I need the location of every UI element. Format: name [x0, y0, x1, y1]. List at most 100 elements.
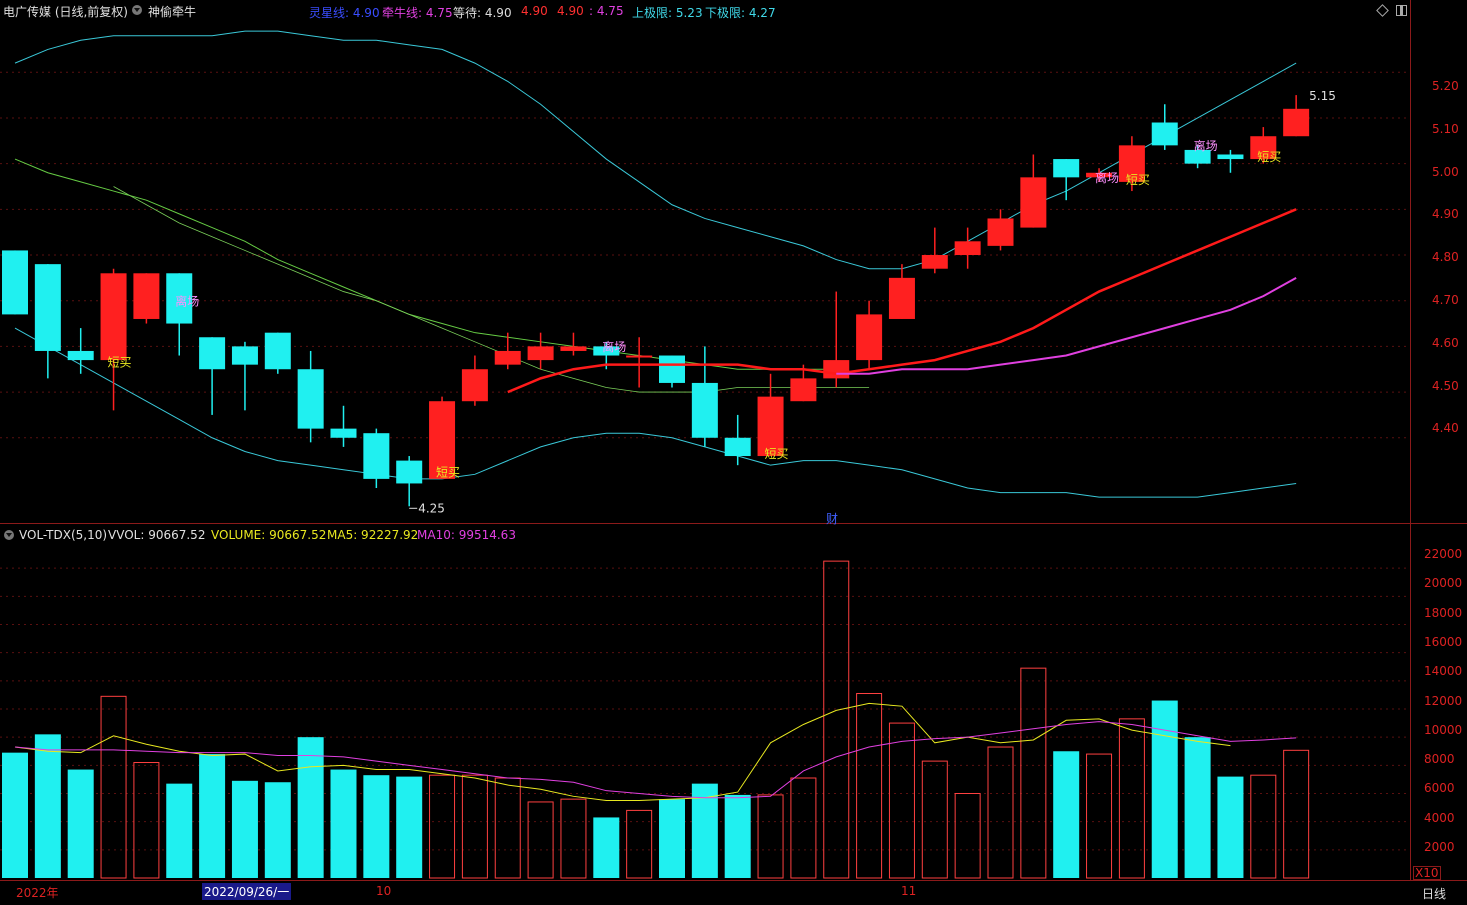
- legend-item: 牵牛线: 4.75: [382, 6, 453, 20]
- volume-bar: [560, 798, 587, 879]
- high-price-label: 5.15: [1309, 89, 1336, 103]
- volume-bar: [67, 769, 94, 878]
- volume-bar: [1184, 737, 1211, 878]
- candle-body: [954, 241, 981, 256]
- candle-body: [921, 255, 948, 269]
- volume-tick-label: 14000: [1424, 664, 1463, 679]
- legend-item: 等待: 4.90: [453, 6, 512, 20]
- volume-bar: [100, 695, 127, 879]
- panel-toggle-icon[interactable]: [1396, 5, 1407, 16]
- finance-marker: 财: [826, 512, 838, 526]
- date-cursor-label: 2022/09/26/一: [202, 883, 292, 900]
- price-tick-label: 5.00: [1432, 164, 1459, 179]
- candle-body: [264, 332, 291, 370]
- legend-item: 4.90: [557, 4, 584, 18]
- volume-bar: [1086, 753, 1113, 879]
- volume-unit-label: X10: [1413, 866, 1441, 880]
- volume-tick-label: 22000: [1424, 547, 1463, 561]
- candle-body: [461, 369, 488, 402]
- exit-signal-label: 离场: [1194, 138, 1218, 153]
- legend-item: 灵星线: 4.90: [309, 6, 380, 20]
- volume-bar: [987, 746, 1014, 879]
- price-tick-label: 5.10: [1432, 121, 1459, 136]
- period-label[interactable]: 日线: [1422, 887, 1447, 901]
- candle-body: [1118, 145, 1145, 182]
- indicator-dropdown-icon[interactable]: [132, 5, 142, 15]
- volume-bar: [790, 777, 817, 879]
- volume-bar: [593, 817, 620, 878]
- candle-body: [34, 264, 61, 351]
- candle-body: [1020, 177, 1047, 228]
- stock-title[interactable]: 电广传媒 (日线,前复权): [3, 5, 128, 19]
- middle-band-line: [14, 158, 837, 370]
- price-tick-label: 4.50: [1432, 378, 1459, 393]
- candle-body: [888, 277, 915, 319]
- volume-bar: [133, 762, 160, 879]
- month-11-label: 11: [901, 884, 917, 898]
- exit-signal-label: 离场: [602, 339, 626, 354]
- volume-tick-label: 10000: [1424, 722, 1463, 737]
- candle-body: [1250, 136, 1277, 160]
- candle-body: [494, 350, 521, 365]
- candle-body: [659, 355, 685, 383]
- month-10-label: 10: [376, 884, 392, 898]
- volume-tick-label: 20000: [1424, 576, 1463, 591]
- volume-bar: [396, 776, 423, 878]
- volume-ma5-line: [14, 702, 1231, 802]
- price-tick-label: 5.20: [1432, 79, 1459, 93]
- volume-bar: [199, 754, 226, 878]
- candle-body: [100, 273, 127, 361]
- candle-body: [1053, 159, 1080, 178]
- volume-bar: [1250, 774, 1277, 879]
- volume-tick-label: 6000: [1424, 781, 1455, 796]
- volume-bar: [461, 774, 488, 879]
- volume-indicator-name[interactable]: VOL-TDX(5,10): [19, 528, 108, 542]
- candle-body: [2, 250, 28, 315]
- candle-body: [363, 433, 390, 479]
- candle-body: [1217, 154, 1244, 160]
- volume-bar: [724, 794, 751, 878]
- candle-body: [724, 437, 751, 457]
- price-tick-label: 4.60: [1432, 335, 1459, 350]
- volume-tick-label: 18000: [1424, 605, 1463, 620]
- volume-bar: [921, 760, 948, 879]
- candle-body: [1151, 122, 1178, 146]
- price-tick-label: 4.90: [1432, 207, 1459, 222]
- volume-bar: [1020, 667, 1047, 879]
- ma-magenta-line: [836, 276, 1297, 375]
- price-axis-border: [1410, 0, 1411, 880]
- candle-body: [757, 396, 784, 457]
- volume-bar: [691, 783, 718, 878]
- volume-bar: [757, 794, 784, 879]
- panel-divider[interactable]: [0, 523, 1467, 524]
- volume-bar: [1118, 718, 1145, 879]
- volume-bar: [1283, 749, 1310, 879]
- price-tick-label: 4.80: [1432, 250, 1459, 265]
- legend-item: 下极限: 4.27: [705, 6, 776, 20]
- volume-bar: [659, 799, 685, 878]
- candle-body: [133, 273, 160, 319]
- candle-body: [987, 218, 1014, 246]
- candle-body: [1184, 149, 1211, 164]
- volume-tick-label: 12000: [1424, 693, 1463, 708]
- buy-signal-label: 短买: [436, 465, 460, 479]
- candle-body: [593, 346, 620, 356]
- volume-dropdown-icon[interactable]: [4, 530, 14, 540]
- volume-bar: [363, 775, 390, 878]
- volume-bar: [823, 560, 850, 879]
- price-tick-label: 4.40: [1432, 421, 1459, 436]
- indicator-name[interactable]: 神偷牵牛: [148, 5, 197, 19]
- candle-body: [691, 382, 718, 438]
- volume-bar: [429, 774, 456, 879]
- volume-ma10-line: [14, 721, 1297, 799]
- buy-signal-label: 短买: [108, 356, 132, 370]
- candle-body: [626, 355, 653, 358]
- volume-bar: [34, 734, 61, 878]
- volume-tick-label: 8000: [1424, 752, 1455, 767]
- ma5-value: MA5: 92227.92: [327, 528, 419, 542]
- candle-body: [166, 273, 193, 324]
- lower-band-line: [14, 327, 1297, 498]
- candle-body: [560, 346, 587, 351]
- exit-signal-label: 离场: [1095, 170, 1119, 185]
